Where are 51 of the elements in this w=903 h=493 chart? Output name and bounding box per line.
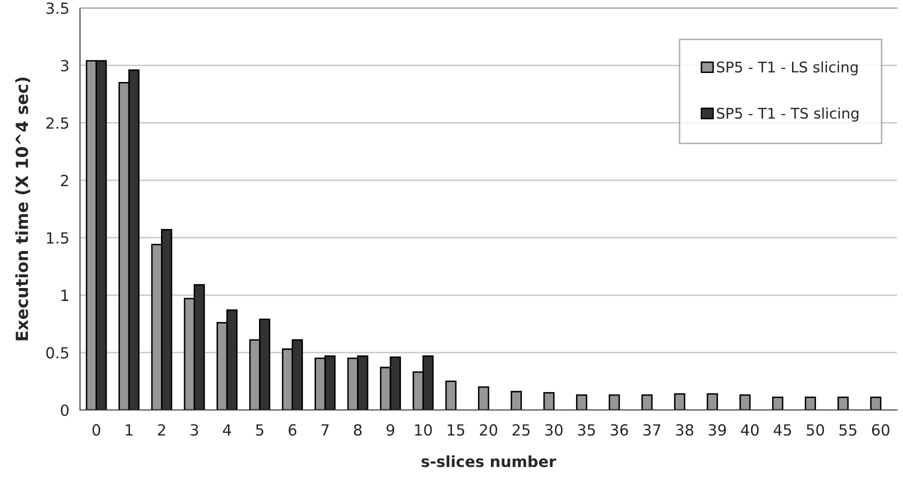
x-tick-label: 5 xyxy=(256,424,264,436)
bar xyxy=(510,390,522,410)
x-tick-label: 37 xyxy=(643,424,660,436)
x-tick-label: 50 xyxy=(806,424,824,436)
bar xyxy=(576,394,588,410)
bar xyxy=(739,394,751,410)
bar xyxy=(674,393,686,410)
bar xyxy=(837,396,849,410)
x-tick-label: 7 xyxy=(321,424,329,436)
x-axis-title: s-slices number xyxy=(422,455,556,468)
y-tick-label: 2.5 xyxy=(46,117,68,129)
bar xyxy=(445,380,457,410)
x-tick-label: 8 xyxy=(354,424,362,436)
x-tick-label: 55 xyxy=(839,424,856,436)
x-tick-label: 15 xyxy=(448,424,464,436)
x-tick-label: 4 xyxy=(222,424,232,436)
x-tick-label: 6 xyxy=(288,424,296,436)
x-tick-label: 2 xyxy=(158,424,166,436)
x-tick-label: 40 xyxy=(740,424,759,436)
y-tick-label: 1 xyxy=(62,290,68,301)
x-tick-label: 60 xyxy=(872,424,890,436)
x-tick-label: 20 xyxy=(480,424,498,436)
x-tick-label: 10 xyxy=(415,424,432,436)
bar xyxy=(772,396,784,410)
x-tick-label: 30 xyxy=(545,424,563,436)
legend-label: SP5 - T1 - LS slicing xyxy=(716,61,858,76)
y-tick-label: 3.5 xyxy=(46,2,68,14)
bar xyxy=(870,396,882,410)
y-tick-label: 0 xyxy=(60,404,69,416)
y-tick-label: 2 xyxy=(60,174,68,186)
y-axis-title: Execution time (X 10^4 sec) xyxy=(15,78,30,340)
x-tick-label: 25 xyxy=(512,424,530,436)
x-tick-label: 3 xyxy=(190,424,198,436)
x-tick-label: 39 xyxy=(708,424,726,436)
y-tick-label: 3 xyxy=(61,60,68,72)
x-tick-label: 0 xyxy=(92,424,100,436)
x-tick-label: 9 xyxy=(386,424,394,436)
bar xyxy=(543,392,555,410)
y-tick-label: 0.5 xyxy=(46,347,68,359)
x-tick-label: 35 xyxy=(578,424,595,436)
bar xyxy=(804,396,816,410)
bar xyxy=(608,394,620,410)
x-tick-label: 38 xyxy=(676,424,694,436)
y-tick-label: 1.5 xyxy=(46,232,68,244)
x-tick-label: 36 xyxy=(610,424,628,436)
bar xyxy=(641,394,653,410)
bar xyxy=(706,393,718,410)
legend-label: SP5 - T1 - TS slicing xyxy=(716,107,858,122)
x-tick-label: 1 xyxy=(126,424,132,436)
bar xyxy=(478,386,490,410)
x-tick-label: 45 xyxy=(774,424,792,436)
